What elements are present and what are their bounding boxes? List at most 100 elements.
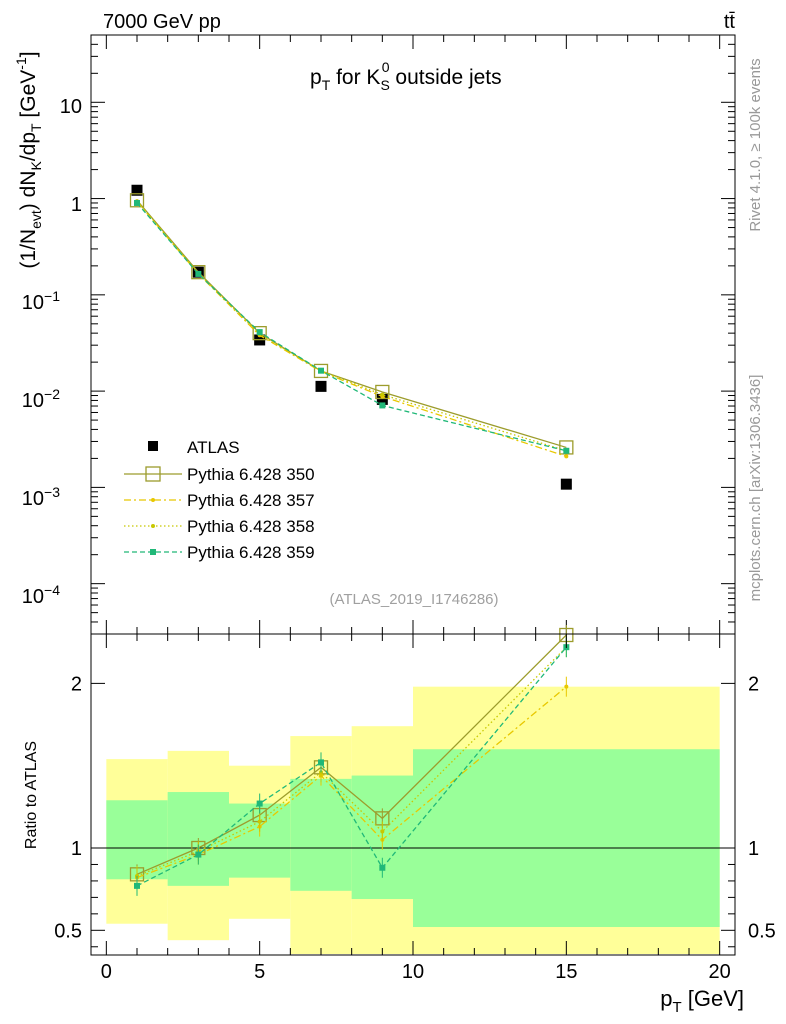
title-sub-t: T <box>322 77 331 93</box>
legend-label-pythia-350: Pythia 6.428 350 <box>187 465 315 484</box>
xlabel-sub-t: T <box>672 999 681 1016</box>
data-point-atlas-15 <box>560 478 572 490</box>
data-point-pythia-6-428-350-5 <box>252 326 267 341</box>
band-green-3 <box>290 778 352 891</box>
legend-marker-pythia-358 <box>151 524 155 528</box>
ratio-ytick-label-right-1: 1 <box>748 838 759 860</box>
title-rest: outside jets <box>390 66 502 89</box>
ytick-label-1e-3: 10−3 <box>22 484 60 510</box>
legend-entry-pythia-358: Pythia 6.428 358 <box>124 517 315 536</box>
data-point-atlas-1 <box>131 184 143 196</box>
ratio-point-pythia-6-428-359-5 <box>256 800 263 807</box>
ytick-label-1e-2: 10−2 <box>22 386 60 412</box>
rivet-version-label: Rivet 4.1.0, ≥ 100k events <box>747 58 764 231</box>
ylabel-d: [GeV <box>17 70 40 124</box>
legend-label-pythia-357: Pythia 6.428 357 <box>187 491 315 510</box>
data-point-pythia-6-428-359-3 <box>195 270 202 277</box>
ratio-ytick-label-left-2: 2 <box>71 673 82 695</box>
ratio-ytick-label-left-0.5: 0.5 <box>54 920 82 942</box>
legend-label-atlas: ATLAS <box>187 438 240 457</box>
xtick-label-5: 5 <box>254 961 265 983</box>
xlabel-p: p <box>660 986 672 1011</box>
ylabel-b: ) dN <box>17 171 40 211</box>
header-process-label: tt̄ <box>724 11 736 33</box>
title-sub-s: S <box>380 77 389 93</box>
mcplots-source-label: mcplots.cern.ch [arXiv:1306.3436] <box>747 375 764 602</box>
data-point-pythia-6-428-350-3 <box>191 265 206 280</box>
series-line-pythia-6-428-359 <box>136 202 567 452</box>
data-point-atlas-7 <box>315 380 327 392</box>
ylabel-exp: -1 <box>13 57 29 70</box>
ratio-line-pythia-6-428-357 <box>136 686 567 879</box>
data-point-pythia-6-428-350-7 <box>313 363 329 379</box>
ylabel-c: /dp <box>17 132 40 161</box>
legend-marker-atlas <box>148 441 158 451</box>
ratio-y-axis-label: Ratio to ATLAS <box>23 741 40 849</box>
ratio-point-pythia-6-428-359-9 <box>379 864 386 871</box>
xlabel-unit: [GeV] <box>682 986 744 1011</box>
ratio-point-pythia-6-428-359-1 <box>134 882 140 889</box>
ratio-point-pythia-6-428-358-9 <box>380 829 385 834</box>
x-axis-label: pT [GeV] <box>660 986 744 1016</box>
ytick-label-1e-4: 10−4 <box>22 582 60 608</box>
data-point-pythia-6-428-350-15 <box>559 440 574 455</box>
ylabel-k: K <box>28 161 44 171</box>
data-point-pythia-6-428-359-9 <box>379 402 386 409</box>
series-line-pythia-6-428-350 <box>136 199 567 449</box>
xtick-label-20: 20 <box>709 961 731 983</box>
ylabel-e: ] <box>17 51 40 57</box>
ratio-ytick-label-right-0.5: 0.5 <box>748 920 776 942</box>
series-line-pythia-6-428-357 <box>136 201 567 457</box>
data-point-atlas-9 <box>376 393 388 405</box>
analysis-watermark: (ATLAS_2019_I1746286) <box>329 591 498 608</box>
title-for: for K <box>330 66 380 89</box>
main-series-group <box>129 184 574 490</box>
ylabel-evt: evt <box>28 210 44 229</box>
ratio-uncertainty-bands <box>106 686 720 954</box>
legend-marker-pythia-357 <box>151 498 155 502</box>
title-sup-zero: 0 <box>382 59 390 75</box>
series-line-pythia-6-428-358 <box>136 200 567 452</box>
ratio-ytick-label-left-1: 1 <box>71 838 82 860</box>
data-point-pythia-6-428-350-1 <box>129 193 145 208</box>
legend-entry-pythia-359: Pythia 6.428 359 <box>124 543 315 562</box>
band-green-5 <box>413 749 720 928</box>
ratio-ytick-label-right-2: 2 <box>748 673 759 695</box>
legend-entry-pythia-350: Pythia 6.428 350 <box>124 465 315 484</box>
legend-entry-pythia-357: Pythia 6.428 357 <box>124 491 315 510</box>
ytick-label-10: 10 <box>60 96 82 118</box>
ylabel-t: T <box>28 123 44 132</box>
xtick-label-15: 15 <box>555 961 577 983</box>
ratio-line-pythia-6-428-350 <box>136 634 567 875</box>
legend-label-pythia-359: Pythia 6.428 359 <box>187 543 315 562</box>
legend-label-pythia-358: Pythia 6.428 358 <box>187 517 315 536</box>
xtick-label-0: 0 <box>101 961 112 983</box>
ytick-label-1: 1 <box>71 194 82 216</box>
legend-marker-pythia-350 <box>145 466 161 482</box>
legend-entry-atlas: ATLAS <box>148 438 240 457</box>
data-point-pythia-6-428-358-9 <box>380 392 385 397</box>
legend-marker-pythia-359 <box>150 549 156 555</box>
ratio-axis-ticks <box>91 634 735 955</box>
main-panel: pT for KS0 outside jets (1/Nevt) dNK/dpT… <box>13 34 736 635</box>
xtick-label-10: 10 <box>402 961 424 983</box>
data-point-pythia-6-428-357-15 <box>564 454 569 459</box>
legend: ATLAS Pythia 6.428 350 Pythia 6.428 357 … <box>124 438 315 562</box>
ratio-point-pythia-6-428-359-3 <box>195 851 202 858</box>
header-energy-label: 7000 GeV pp <box>103 11 221 33</box>
title-p: p <box>310 66 322 89</box>
main-chart-title: pT for KS 0 outside jets <box>310 59 502 93</box>
ratio-line-pythia-6-428-359 <box>136 646 567 887</box>
ratio-point-pythia-6-428-358-5 <box>257 819 262 824</box>
ratio-point-pythia-6-428-357-15 <box>564 684 569 689</box>
main-axis-ticks <box>91 34 735 635</box>
ylabel-a: (1/N <box>17 229 40 269</box>
data-point-pythia-6-428-359-7 <box>318 367 324 374</box>
data-point-pythia-6-428-359-5 <box>256 329 263 336</box>
main-y-axis-label: (1/Nevt) dNK/dpT [GeV-1] <box>13 51 44 268</box>
ratio-point-pythia-6-428-359-7 <box>318 759 324 766</box>
ytick-label-1e-1: 10−1 <box>22 288 60 314</box>
ratio-panel: Ratio to ATLAS 0.5 1 2 0.5 1 2 0 5 10 15… <box>23 625 776 1016</box>
data-point-pythia-6-428-359-15 <box>563 447 570 454</box>
